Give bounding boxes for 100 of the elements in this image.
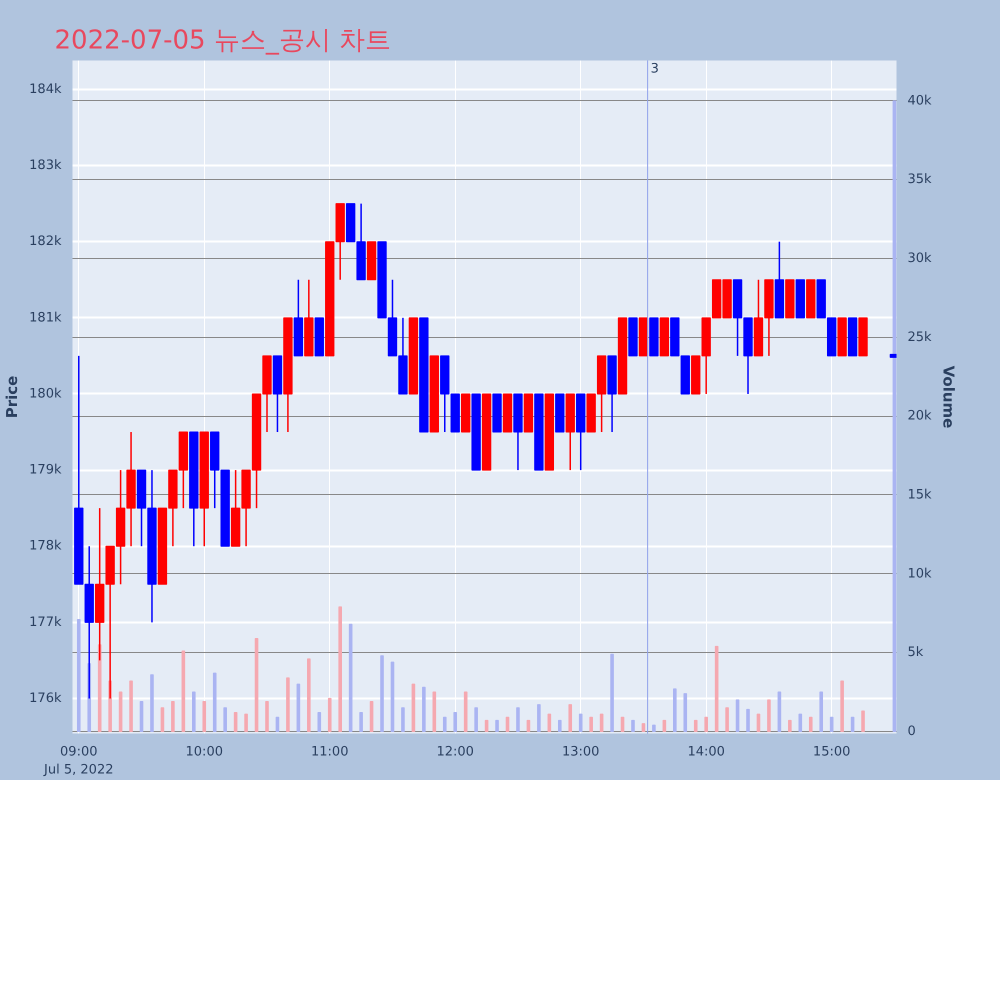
bar xyxy=(526,720,530,732)
bar xyxy=(442,716,447,732)
y-tick-label: 179k xyxy=(29,462,62,478)
bar xyxy=(725,707,729,732)
y2-tick-label: 35k xyxy=(908,172,932,188)
y-tick-label: 178k xyxy=(29,538,62,554)
x-tick-label: 15:00 xyxy=(812,744,850,760)
bar xyxy=(589,716,593,732)
bar xyxy=(578,714,583,732)
bar xyxy=(704,716,708,732)
bar xyxy=(76,619,81,732)
x-tick-label: 14:00 xyxy=(687,744,725,760)
bar xyxy=(244,714,248,732)
bar xyxy=(296,684,300,732)
bar xyxy=(328,698,332,732)
y-tick-label: 183k xyxy=(29,158,62,174)
bar xyxy=(359,712,363,732)
bar xyxy=(401,707,405,732)
bar xyxy=(861,710,865,732)
bar xyxy=(453,712,458,732)
bar xyxy=(620,716,624,732)
x-tick-label: 12:00 xyxy=(436,744,474,760)
bar xyxy=(432,692,436,732)
y2-tick-label: 30k xyxy=(908,251,932,266)
bar xyxy=(202,700,206,732)
bar xyxy=(150,674,154,732)
bar xyxy=(254,638,258,732)
x-tick-label: 13:00 xyxy=(562,744,600,760)
bar xyxy=(223,707,227,732)
bar xyxy=(307,658,311,732)
bar xyxy=(212,672,217,732)
x-tick-label: 11:00 xyxy=(311,744,348,760)
bar xyxy=(537,704,541,732)
bar xyxy=(506,716,510,732)
bar xyxy=(808,716,813,732)
bar xyxy=(140,700,144,732)
bar xyxy=(160,707,164,732)
bar xyxy=(286,677,290,732)
bar xyxy=(548,714,552,732)
bar xyxy=(129,680,133,732)
bar xyxy=(412,684,416,732)
bar xyxy=(464,692,468,732)
bar xyxy=(662,720,666,732)
bar xyxy=(694,720,698,732)
bar xyxy=(840,680,844,732)
bar xyxy=(484,720,488,732)
y-tick-label: 177k xyxy=(29,614,62,630)
bar xyxy=(348,624,352,732)
bar xyxy=(746,708,750,732)
bar xyxy=(756,714,760,732)
y2-tick-label: 25k xyxy=(908,330,932,345)
text: Jul 5, 2022 xyxy=(43,762,114,778)
y-tick-label: 184k xyxy=(29,82,62,97)
bar xyxy=(390,662,394,732)
bar xyxy=(600,714,604,732)
bar xyxy=(631,720,635,732)
bar xyxy=(892,100,896,732)
ref-line-label: 3 xyxy=(650,62,659,76)
y2-tick-label: 20k xyxy=(908,408,932,424)
bar xyxy=(778,692,782,732)
y-axis-title: Price xyxy=(3,376,22,418)
bar xyxy=(171,700,175,732)
bar xyxy=(276,716,280,732)
bar xyxy=(380,655,384,732)
bar xyxy=(182,650,186,732)
y-tick-label: 181k xyxy=(29,310,62,326)
x-tick-label: 09:00 xyxy=(60,744,98,760)
bar xyxy=(798,714,802,732)
bar xyxy=(516,707,520,732)
bar xyxy=(736,699,740,732)
y2-axis-title: Volume xyxy=(940,366,958,428)
bar xyxy=(265,700,269,732)
bar xyxy=(652,724,656,732)
bar xyxy=(118,692,122,732)
bar xyxy=(317,712,322,732)
y2-tick-label: 40k xyxy=(908,93,932,108)
bar xyxy=(673,688,677,732)
bar xyxy=(568,704,572,732)
bar xyxy=(850,716,854,732)
y-tick-label: 182k xyxy=(29,234,62,250)
y-tick-label: 180k xyxy=(29,386,62,402)
bar xyxy=(642,723,646,732)
bar xyxy=(474,707,478,732)
bar xyxy=(338,606,342,732)
chart-title: 2022-07-05 뉴스_공시 차트 xyxy=(54,26,392,56)
bar xyxy=(788,720,792,732)
bar xyxy=(767,699,771,732)
bar xyxy=(495,720,499,732)
y2-tick-label: 10k xyxy=(908,566,932,582)
bar xyxy=(558,720,562,732)
bar xyxy=(192,692,196,732)
bar xyxy=(830,716,834,732)
bar xyxy=(610,654,614,732)
bar xyxy=(819,692,824,732)
y-tick-label: 176k xyxy=(29,690,62,706)
bar xyxy=(683,693,688,732)
y2-tick-label: 0 xyxy=(908,724,916,739)
y2-tick-label: 15k xyxy=(908,487,932,502)
y2-tick-label: 5k xyxy=(908,645,924,660)
bar xyxy=(370,700,374,732)
